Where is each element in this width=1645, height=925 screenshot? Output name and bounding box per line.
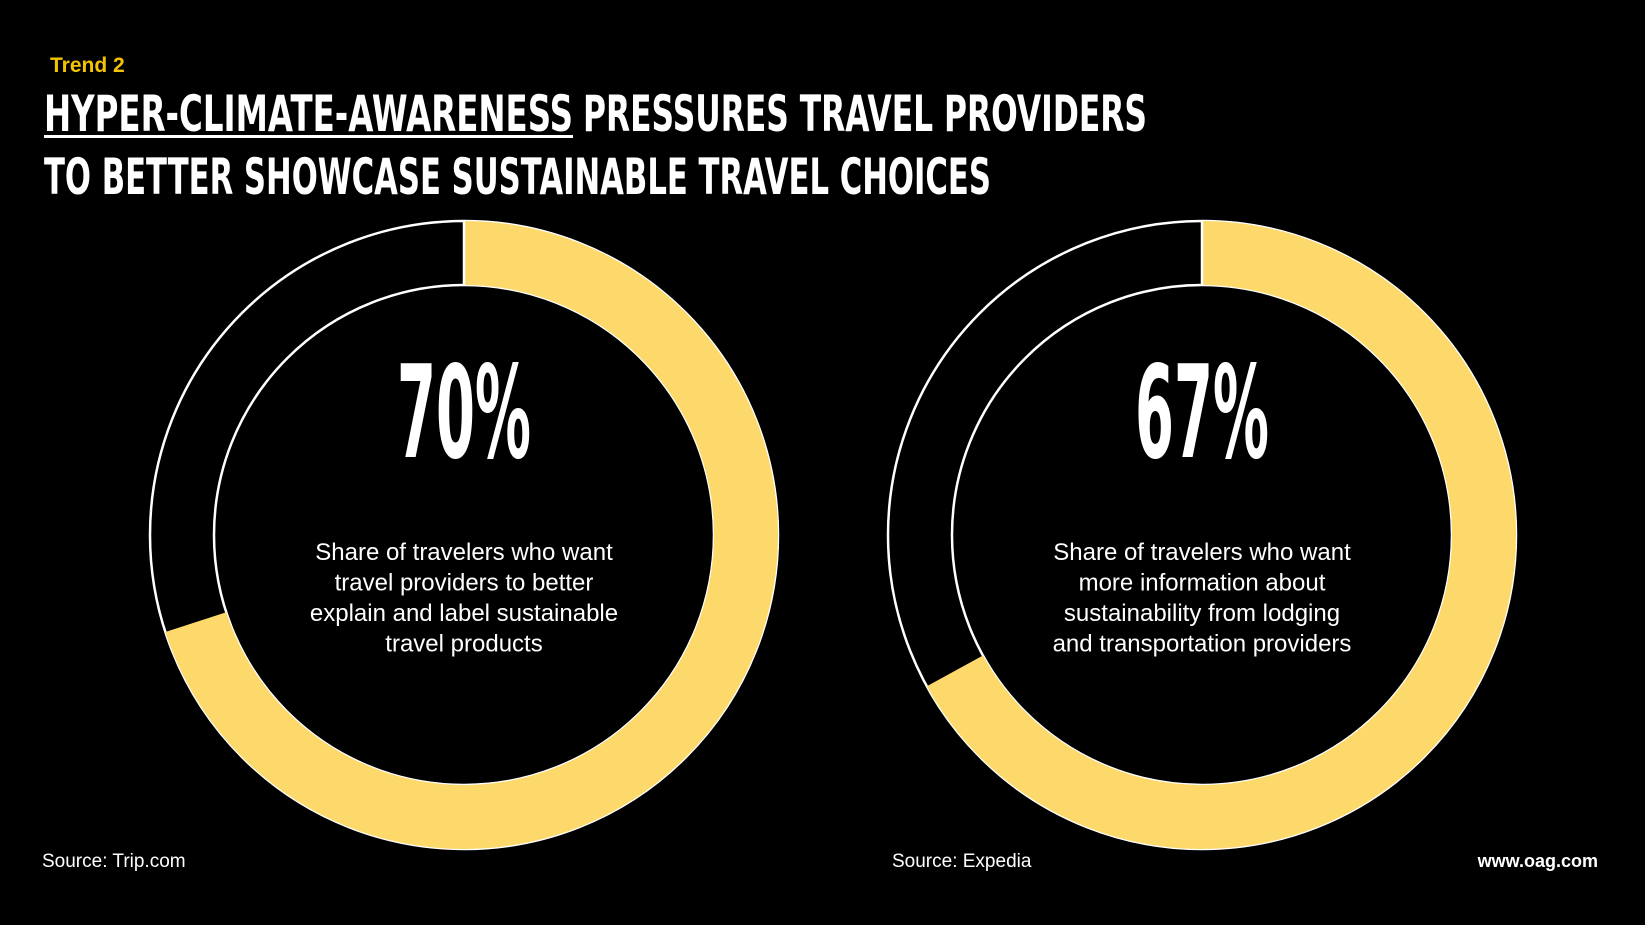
title-rest: PRESSURES TRAVEL PROVIDERS — [583, 85, 1147, 143]
description-line: Share of travelers who want — [1053, 539, 1351, 566]
value-label: 67% — [1135, 339, 1269, 488]
description-line: more information about — [1079, 570, 1326, 597]
description-line: travel products — [385, 631, 542, 658]
title-underlined: HYPER-CLIMATE-AWARENESS — [44, 85, 573, 143]
description-line: travel providers to better — [335, 570, 594, 597]
source: Source: Trip.com — [42, 851, 186, 872]
description-line: and transportation providers — [1053, 631, 1352, 658]
value-label: 70% — [397, 339, 531, 488]
title-underline — [44, 135, 573, 138]
kicker: Trend 2 — [50, 54, 125, 77]
description-line: sustainability from lodging — [1064, 600, 1340, 627]
source: Source: Expedia — [892, 851, 1032, 872]
title-line-2: TO BETTER SHOWCASE SUSTAINABLE TRAVEL CH… — [44, 148, 991, 206]
description-line: explain and label sustainable — [310, 600, 618, 627]
description-line: Share of travelers who want — [315, 539, 613, 566]
footer-url: www.oag.com — [1477, 851, 1598, 871]
